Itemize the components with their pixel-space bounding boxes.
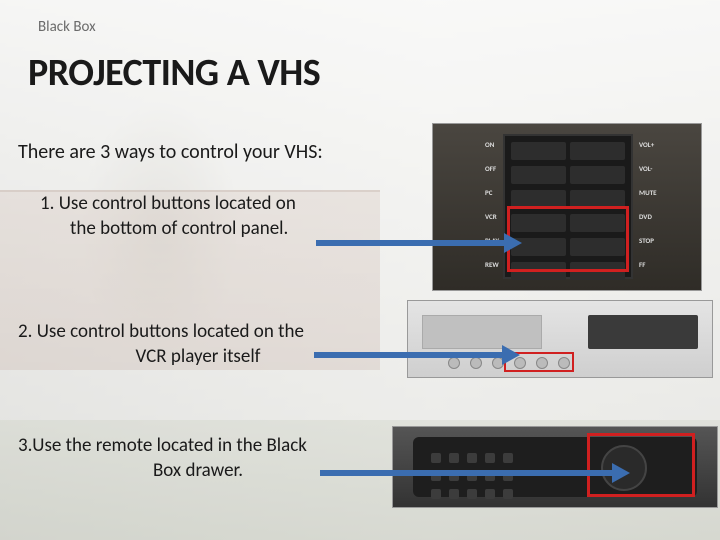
- image-remote: [392, 426, 718, 508]
- image-vcr-player: [407, 300, 713, 378]
- panel-label-dvd: DVD: [639, 212, 652, 221]
- panel-label-ff: FF: [639, 260, 645, 269]
- panel-label-on: ON: [485, 140, 494, 149]
- panel-label-voldown: VOL-: [639, 164, 652, 173]
- vcr-dvd-tray: [422, 315, 542, 349]
- vcr-tape-slot: [588, 315, 698, 349]
- step-3-line1: Use the remote located in the Black: [32, 434, 307, 457]
- panel-label-stop: STOP: [639, 236, 654, 245]
- panel-label-rew: REW: [485, 260, 499, 269]
- remote-button-grid: [431, 453, 513, 499]
- step-3-number: 3.: [18, 434, 32, 457]
- step-1: 1. Use control buttons located on the bo…: [18, 192, 398, 241]
- step-2-line1: Use control buttons located on the: [37, 320, 304, 343]
- panel-label-mute: MUTE: [639, 188, 657, 197]
- panel-label-vcr: VCR: [485, 212, 497, 221]
- arrow-icon: [314, 352, 504, 358]
- arrow-icon: [320, 470, 614, 476]
- arrow-head-icon: [502, 345, 520, 365]
- step-2-number: 2.: [18, 320, 32, 343]
- arrow-head-icon: [612, 463, 630, 483]
- page-title: PROJECTING A VHS: [28, 50, 320, 96]
- panel-label-pc: PC: [485, 188, 492, 197]
- step-1-line1: Use control buttons located on: [59, 192, 296, 215]
- step-1-number: 1.: [18, 192, 54, 215]
- remote-highlight: [587, 433, 695, 497]
- arrow-head-icon: [504, 233, 522, 253]
- step-1-line2: the bottom of control panel.: [18, 217, 398, 242]
- panel-label-off: OFF: [485, 164, 496, 173]
- panel-label-volup: VOL+: [639, 140, 654, 149]
- arrow-icon: [316, 240, 506, 246]
- slide: Black Box PROJECTING A VHS There are 3 w…: [0, 0, 720, 540]
- step-2: 2. Use control buttons located on the VC…: [18, 320, 398, 369]
- control-panel-highlight: [507, 206, 629, 272]
- breadcrumb: Black Box: [38, 18, 96, 36]
- image-control-panel: ON VOL+ OFF VOL- PC MUTE VCR DVD PLAY ST…: [432, 123, 702, 291]
- intro-text: There are 3 ways to control your VHS:: [18, 140, 323, 164]
